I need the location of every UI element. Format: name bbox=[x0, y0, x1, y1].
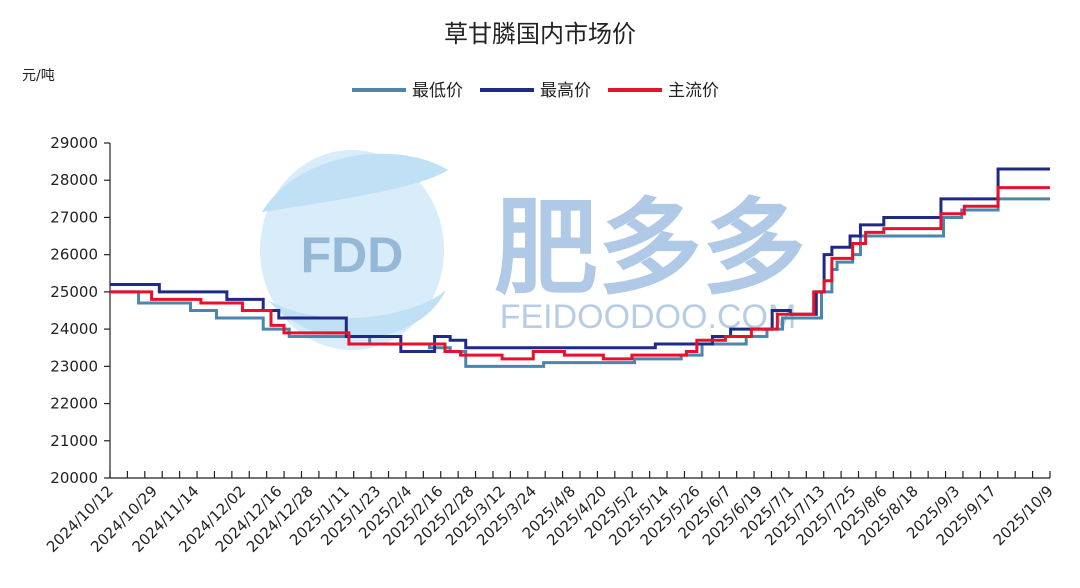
y-tick-label: 21000 bbox=[50, 432, 98, 450]
y-tick-label: 28000 bbox=[50, 171, 98, 189]
y-tick-label: 25000 bbox=[50, 283, 98, 301]
y-tick-label: 23000 bbox=[50, 357, 98, 375]
y-axis-unit: 元/吨 bbox=[22, 68, 55, 84]
watermark-brand-text: 肥多多 bbox=[494, 187, 806, 309]
legend-label: 最低价 bbox=[412, 81, 463, 101]
legend-label: 最高价 bbox=[540, 81, 591, 101]
watermark: FDD 肥多多 FEIDOODOO.COM bbox=[260, 150, 806, 350]
y-tick-label: 27000 bbox=[50, 208, 98, 226]
legend: 最低价 最高价 主流价 bbox=[352, 81, 719, 101]
chart-title: 草甘膦国内市场价 bbox=[444, 20, 636, 48]
y-tick-label: 26000 bbox=[50, 246, 98, 264]
series-lines bbox=[110, 167, 1050, 368]
watermark-logo-leaf bbox=[262, 153, 448, 212]
watermark-logo-swoosh bbox=[268, 290, 446, 339]
series-line-主流价 bbox=[110, 186, 1050, 361]
watermark-logo-text: FDD bbox=[301, 227, 404, 283]
y-tick-label: 24000 bbox=[50, 320, 98, 338]
series-line-最高价 bbox=[110, 167, 1050, 353]
x-tick-label: 2025/10/9 bbox=[990, 482, 1057, 549]
legend-label: 主流价 bbox=[668, 81, 719, 101]
y-tick-label: 29000 bbox=[50, 134, 98, 152]
y-tick-label: 22000 bbox=[50, 395, 98, 413]
series-line-最低价 bbox=[110, 197, 1050, 368]
y-tick-label: 20000 bbox=[50, 469, 98, 487]
